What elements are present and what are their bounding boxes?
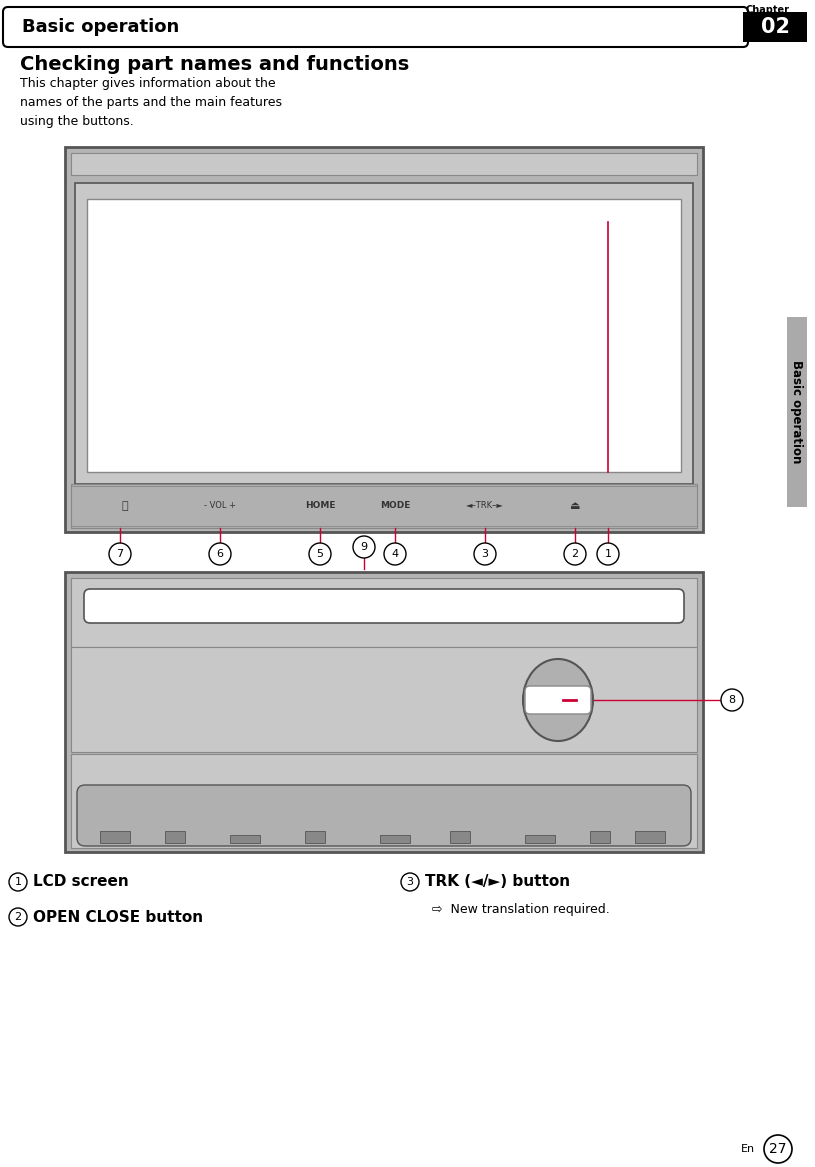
Text: 9: 9 xyxy=(360,541,368,552)
FancyBboxPatch shape xyxy=(84,589,684,623)
Text: 2: 2 xyxy=(571,548,579,559)
Circle shape xyxy=(597,543,619,565)
Ellipse shape xyxy=(523,659,593,741)
Text: 1: 1 xyxy=(605,548,611,559)
Text: 02: 02 xyxy=(760,18,790,37)
Text: Basic operation: Basic operation xyxy=(22,18,179,36)
Text: Checking part names and functions: Checking part names and functions xyxy=(20,55,409,74)
Bar xyxy=(230,836,260,843)
Text: Chapter: Chapter xyxy=(746,5,790,15)
Bar xyxy=(450,831,470,843)
Circle shape xyxy=(9,908,27,925)
Bar xyxy=(71,153,697,175)
Text: 4: 4 xyxy=(391,548,399,559)
Bar xyxy=(87,200,681,471)
Circle shape xyxy=(309,543,331,565)
Circle shape xyxy=(353,536,375,558)
FancyBboxPatch shape xyxy=(75,183,693,484)
Bar xyxy=(380,836,410,843)
Bar xyxy=(71,484,697,527)
FancyBboxPatch shape xyxy=(3,7,748,47)
Bar xyxy=(165,831,185,843)
Text: ⇨  New translation required.: ⇨ New translation required. xyxy=(432,903,610,916)
Text: - VOL +: - VOL + xyxy=(204,502,236,510)
Circle shape xyxy=(109,543,131,565)
Text: OPEN CLOSE button: OPEN CLOSE button xyxy=(33,909,203,924)
Circle shape xyxy=(209,543,231,565)
Text: LCD screen: LCD screen xyxy=(33,874,129,889)
Bar xyxy=(100,831,130,843)
FancyBboxPatch shape xyxy=(525,686,591,714)
Text: TRK (◄/►) button: TRK (◄/►) button xyxy=(425,874,570,889)
Text: 7: 7 xyxy=(117,548,124,559)
Circle shape xyxy=(384,543,406,565)
Bar xyxy=(71,754,697,848)
Text: HOME: HOME xyxy=(305,502,335,510)
Text: ◄–TRK–►: ◄–TRK–► xyxy=(466,502,504,510)
Bar xyxy=(83,788,685,840)
FancyBboxPatch shape xyxy=(77,785,691,846)
Text: ⭘: ⭘ xyxy=(121,501,128,511)
Bar xyxy=(635,831,665,843)
Bar xyxy=(787,317,807,506)
Text: 3: 3 xyxy=(407,876,413,887)
Text: 5: 5 xyxy=(316,548,324,559)
FancyBboxPatch shape xyxy=(65,572,703,852)
Circle shape xyxy=(9,873,27,890)
Bar xyxy=(525,836,555,843)
Bar xyxy=(71,578,697,647)
Text: This chapter gives information about the
names of the parts and the main feature: This chapter gives information about the… xyxy=(20,77,282,128)
Text: ⏏: ⏏ xyxy=(570,501,580,511)
Circle shape xyxy=(764,1135,792,1163)
Text: MODE: MODE xyxy=(380,502,410,510)
Bar xyxy=(743,12,807,42)
Bar xyxy=(71,647,697,752)
Text: 1: 1 xyxy=(15,876,21,887)
FancyBboxPatch shape xyxy=(65,147,703,532)
Text: 2: 2 xyxy=(15,911,21,922)
Text: 8: 8 xyxy=(729,696,736,705)
Circle shape xyxy=(401,873,419,890)
Circle shape xyxy=(474,543,496,565)
Text: Basic operation: Basic operation xyxy=(791,361,804,463)
Text: 3: 3 xyxy=(482,548,488,559)
Text: 27: 27 xyxy=(769,1142,786,1156)
Circle shape xyxy=(564,543,586,565)
Text: 6: 6 xyxy=(217,548,223,559)
Bar xyxy=(590,831,610,843)
Text: En: En xyxy=(741,1144,755,1154)
Circle shape xyxy=(721,689,743,711)
Bar xyxy=(305,831,325,843)
